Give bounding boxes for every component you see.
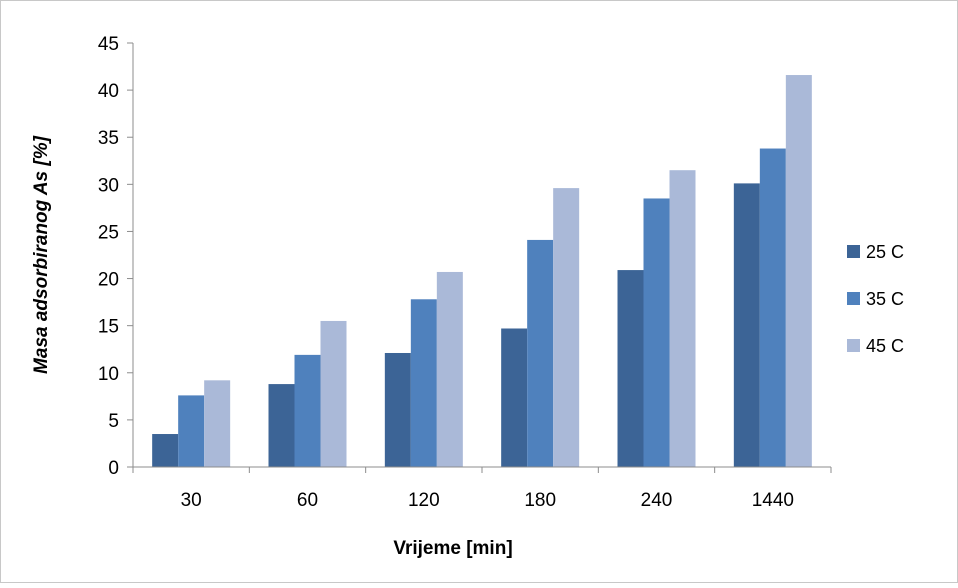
bar-25c-60 bbox=[268, 384, 295, 467]
legend: 25 C 35 C 45 C bbox=[847, 242, 904, 356]
y-tick-label: 20 bbox=[98, 270, 119, 291]
bar-group bbox=[152, 75, 812, 468]
bar-25c-30 bbox=[152, 434, 179, 467]
bar-25c-180 bbox=[501, 328, 528, 467]
y-axis-ticks: 0 5 10 15 20 25 30 35 40 45 bbox=[98, 34, 133, 479]
bar-35c-180 bbox=[527, 239, 554, 467]
y-tick-label: 5 bbox=[108, 411, 119, 432]
y-tick-label: 0 bbox=[108, 458, 119, 479]
y-tick-label: 25 bbox=[98, 222, 119, 243]
x-tick-label: 240 bbox=[641, 490, 673, 511]
bar-45c-180 bbox=[553, 188, 580, 467]
bar-35c-30 bbox=[178, 395, 205, 467]
x-axis-ticks: 30 60 120 180 240 1440 bbox=[132, 467, 832, 511]
legend-swatch bbox=[847, 339, 860, 352]
bar-25c-120 bbox=[384, 352, 411, 467]
x-axis-title: Vrijeme [min] bbox=[393, 538, 512, 559]
y-axis-title: Masa adsorbiranog As [%] bbox=[31, 135, 52, 374]
legend-label: 35 C bbox=[866, 289, 904, 309]
x-tick-label: 1440 bbox=[752, 490, 794, 511]
bar-45c-1440 bbox=[785, 75, 812, 467]
y-tick-label: 40 bbox=[98, 81, 119, 102]
bar-25c-1440 bbox=[733, 183, 760, 467]
legend-label: 45 C bbox=[866, 336, 904, 356]
bar-35c-60 bbox=[294, 354, 321, 467]
x-tick-label: 120 bbox=[408, 490, 440, 511]
bar-45c-60 bbox=[320, 320, 347, 467]
legend-swatch bbox=[847, 292, 860, 305]
legend-swatch bbox=[847, 245, 860, 258]
bar-45c-120 bbox=[436, 271, 463, 467]
bar-45c-240 bbox=[669, 170, 696, 467]
bar-35c-240 bbox=[643, 198, 670, 467]
y-tick-label: 30 bbox=[98, 175, 119, 196]
legend-label: 25 C bbox=[866, 242, 904, 262]
y-tick-label: 10 bbox=[98, 364, 119, 385]
y-tick-label: 45 bbox=[98, 34, 119, 55]
bar-35c-1440 bbox=[759, 148, 786, 468]
x-tick-label: 60 bbox=[297, 490, 318, 511]
bar-25c-240 bbox=[617, 270, 644, 467]
bar-35c-120 bbox=[410, 299, 437, 467]
y-tick-label: 15 bbox=[98, 317, 119, 338]
x-tick-label: 30 bbox=[181, 490, 202, 511]
x-tick-label: 180 bbox=[524, 490, 556, 511]
y-tick-label: 35 bbox=[98, 128, 119, 149]
bar-45c-30 bbox=[204, 380, 231, 467]
